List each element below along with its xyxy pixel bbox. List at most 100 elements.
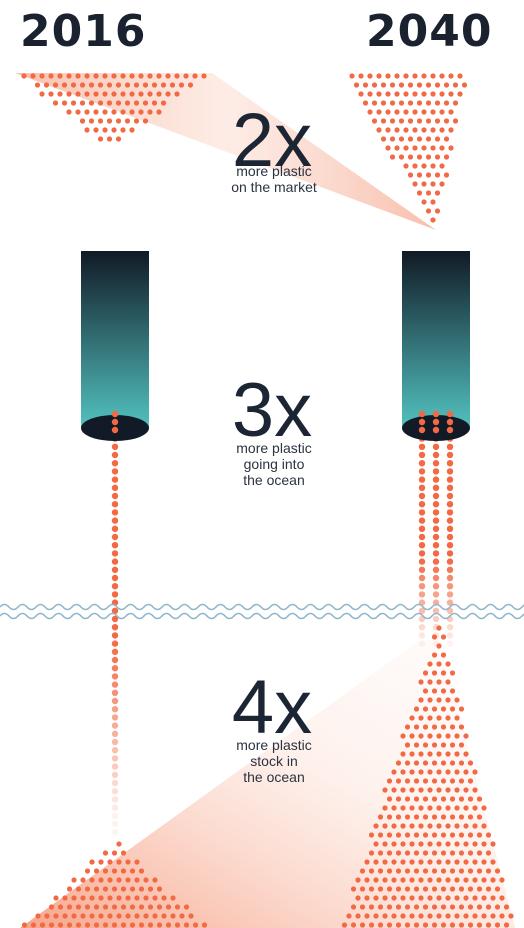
dot-opening-2040 xyxy=(446,418,454,426)
dot-stock-2040 xyxy=(431,796,438,802)
dot-opening-2040 xyxy=(446,410,454,418)
dot-stock-2040 xyxy=(440,868,447,874)
dot-stock-2040 xyxy=(418,751,424,757)
dot-stock-2016 xyxy=(62,895,68,901)
dot-stock-2040 xyxy=(436,625,442,631)
dot-stock-2040 xyxy=(458,868,465,874)
dot-market-2040 xyxy=(443,172,450,178)
dot-stream-2040 xyxy=(418,624,426,631)
dot-market-2016 xyxy=(124,118,131,124)
dot-stock-2040 xyxy=(454,715,460,721)
dot-stock-2016 xyxy=(111,850,118,856)
dot-market-2040 xyxy=(439,145,445,151)
dot-market-2016 xyxy=(192,73,198,79)
dot-market-2016 xyxy=(120,127,126,133)
dot-stock-2040 xyxy=(485,832,492,838)
dot-stock-2040 xyxy=(481,841,487,847)
dot-stock-2040 xyxy=(418,697,424,703)
dot-stock-2040 xyxy=(440,922,447,928)
dot-stream-2016 xyxy=(111,468,119,475)
dot-stream-2016 xyxy=(111,730,119,737)
dot-stream-2016 xyxy=(111,812,119,819)
dot-stock-2040 xyxy=(404,850,411,856)
dot-market-2040 xyxy=(425,100,432,106)
dot-market-2040 xyxy=(412,73,418,79)
dot-stock-2016 xyxy=(116,895,122,901)
dot-stock-2040 xyxy=(404,724,411,730)
dot-market-2016 xyxy=(39,73,45,79)
dot-stock-2016 xyxy=(120,868,127,874)
dot-stock-2040 xyxy=(445,661,451,667)
dot-stream-2016 xyxy=(111,484,119,491)
dot-market-2016 xyxy=(165,91,171,97)
dot-market-2016 xyxy=(156,109,162,115)
dot-stock-2040 xyxy=(400,823,406,829)
dot-stock-2016 xyxy=(71,877,77,883)
dot-stock-2040 xyxy=(409,913,415,919)
dot-market-2040 xyxy=(398,100,405,106)
dot-market-2040 xyxy=(439,91,445,97)
dot-stream-2016 xyxy=(111,624,119,631)
dot-market-2040 xyxy=(443,136,450,142)
dot-market-2016 xyxy=(174,91,180,97)
dot-stock-2040 xyxy=(377,904,384,910)
dot-stock-2040 xyxy=(413,904,420,910)
dot-stock-2016 xyxy=(107,859,113,865)
caption-line: more plastic xyxy=(236,737,312,753)
dot-stock-2016 xyxy=(98,859,104,865)
dot-stock-2016 xyxy=(80,913,86,919)
dot-stock-2040 xyxy=(463,823,469,829)
dot-stock-2040 xyxy=(458,796,465,802)
dot-stream-2040 xyxy=(418,542,426,549)
dot-stock-2016 xyxy=(80,895,86,901)
dot-stream-2040 xyxy=(446,501,454,508)
dot-market-2016 xyxy=(178,82,185,88)
dot-stock-2016 xyxy=(89,895,95,901)
dot-stock-2040 xyxy=(368,904,375,910)
pipe-2040 xyxy=(402,251,470,428)
dot-stock-2016 xyxy=(170,913,176,919)
dot-stock-2040 xyxy=(449,688,456,694)
dot-stock-2040 xyxy=(449,814,456,820)
dot-stream-2016 xyxy=(111,517,119,524)
dot-stock-2040 xyxy=(413,850,420,856)
dot-stream-2040 xyxy=(418,632,426,639)
dot-stock-2040 xyxy=(355,877,361,883)
dot-opening-2040 xyxy=(418,410,426,418)
dot-stock-2040 xyxy=(422,724,429,730)
dot-stream-2040 xyxy=(446,492,454,500)
dot-stock-2016 xyxy=(152,877,158,883)
dot-stock-2040 xyxy=(467,778,474,784)
dot-market-2040 xyxy=(385,127,391,133)
dot-stock-2040 xyxy=(449,670,456,676)
caption-line: the ocean xyxy=(243,472,305,488)
dot-stock-2040 xyxy=(431,778,438,784)
dot-stock-2040 xyxy=(458,778,465,784)
dot-market-2016 xyxy=(57,73,63,79)
dot-stock-2016 xyxy=(107,913,113,919)
dot-stock-2040 xyxy=(445,859,451,865)
dot-stock-2040 xyxy=(436,913,442,919)
dot-stock-2040 xyxy=(449,922,456,928)
dot-market-2040 xyxy=(394,145,400,151)
dot-stock-2040 xyxy=(427,877,433,883)
dot-stream-2040 xyxy=(418,591,426,598)
dot-stock-2016 xyxy=(134,895,140,901)
dot-stock-2040 xyxy=(458,760,465,766)
dot-stream-2040 xyxy=(418,558,426,565)
dot-stream-2016 xyxy=(111,632,119,639)
dot-stock-2016 xyxy=(165,904,172,910)
dot-market-2040 xyxy=(349,73,355,79)
dot-stream-2016 xyxy=(111,722,119,729)
caption-ocean-input: more plastic going into the ocean xyxy=(194,440,354,488)
dot-market-2016 xyxy=(70,82,77,88)
dot-market-2016 xyxy=(147,91,153,97)
dot-stream-2040 xyxy=(418,517,426,524)
market-cone-top xyxy=(15,73,436,230)
dot-stock-2016 xyxy=(80,877,86,883)
dot-stream-2016 xyxy=(111,476,119,483)
dot-stream-2040 xyxy=(432,640,440,647)
dot-stock-2040 xyxy=(445,769,451,775)
dot-stock-2016 xyxy=(134,859,140,865)
dot-stock-2016 xyxy=(102,886,109,892)
